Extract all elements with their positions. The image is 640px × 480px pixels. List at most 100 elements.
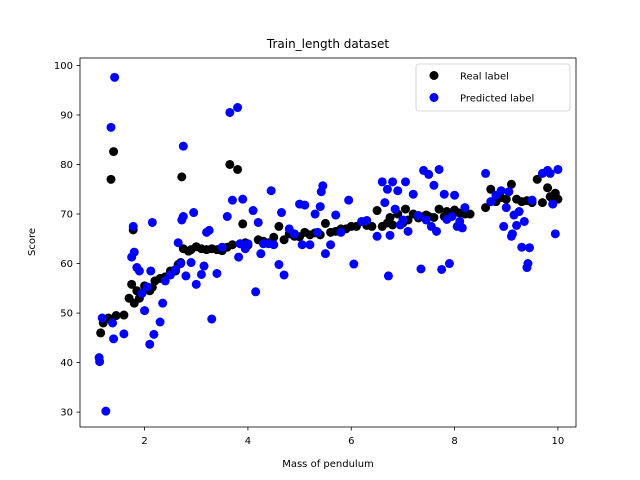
data-point [460, 203, 470, 213]
data-point [227, 195, 237, 205]
data-point [429, 180, 439, 190]
data-point [525, 243, 534, 253]
data-point [416, 264, 426, 274]
data-point [110, 72, 120, 82]
x-tick-label: 6 [348, 436, 354, 447]
x-tick-label: 4 [245, 436, 251, 447]
y-axis: 30 40 50 60 70 80 90 100 [54, 61, 80, 419]
data-point [388, 177, 398, 187]
data-point [189, 208, 199, 218]
data-point [501, 194, 511, 204]
data-point [119, 329, 129, 339]
data-point [109, 334, 119, 344]
data-point [225, 159, 235, 169]
data-point [336, 227, 346, 237]
data-point [367, 221, 377, 231]
data-point [146, 266, 156, 276]
data-point [320, 218, 330, 228]
data-point [253, 217, 263, 227]
data-point [429, 212, 439, 222]
data-point [140, 306, 150, 316]
series-predicted-label [94, 72, 563, 416]
data-point [300, 200, 310, 210]
data-point [447, 212, 457, 221]
data-point [434, 164, 444, 174]
data-point [326, 240, 336, 250]
data-point [532, 174, 542, 184]
plot-frame [79, 57, 577, 428]
data-point [457, 223, 467, 233]
data-point [318, 181, 328, 191]
data-point [481, 203, 491, 213]
data-point [444, 259, 454, 269]
data-point [101, 406, 111, 416]
data-point [176, 259, 186, 269]
data-point [177, 172, 187, 182]
y-tick-label: 90 [60, 110, 73, 121]
data-point [269, 232, 279, 242]
data-point [233, 103, 243, 113]
data-point [233, 164, 243, 174]
data-point [537, 198, 547, 208]
x-axis: 2 4 6 8 10 [141, 427, 564, 447]
data-point [506, 179, 516, 189]
data-point [248, 206, 258, 216]
data-point [269, 240, 279, 250]
data-point [178, 212, 188, 221]
data-point [186, 258, 196, 268]
data-point [385, 230, 395, 240]
data-point [548, 199, 558, 209]
data-point [137, 288, 147, 298]
data-point [310, 209, 320, 219]
data-point [424, 169, 434, 179]
data-point [279, 235, 289, 245]
data-point [331, 210, 341, 220]
data-point [266, 186, 276, 196]
data-point [171, 264, 181, 274]
data-point [97, 313, 107, 323]
data-point [158, 298, 168, 308]
data-point [465, 209, 475, 219]
data-point [388, 220, 398, 230]
legend: Real label Predicted label [415, 63, 571, 112]
data-point [507, 229, 517, 239]
data-point [243, 239, 253, 249]
data-point [320, 249, 330, 259]
legend-marker-predicted [429, 93, 439, 102]
data-point [111, 311, 121, 321]
data-point [251, 287, 261, 297]
data-point [550, 229, 560, 239]
data-point [274, 221, 284, 231]
data-point [545, 168, 555, 178]
data-point [96, 328, 106, 338]
data-point [372, 231, 382, 241]
data-point [393, 186, 403, 196]
data-point [196, 269, 206, 279]
data-point [127, 279, 137, 289]
data-point [517, 242, 527, 252]
points-layer [94, 72, 563, 416]
y-tick-label: 80 [60, 160, 73, 171]
data-point [238, 194, 248, 204]
data-point [119, 310, 129, 320]
data-point [256, 249, 266, 259]
data-point [305, 240, 315, 250]
data-point [421, 215, 431, 225]
data-point [377, 177, 387, 187]
y-tick-label: 100 [54, 61, 73, 72]
data-point [344, 195, 354, 205]
x-axis-title: Mass of pendulum [282, 459, 374, 470]
data-point [383, 271, 393, 281]
data-point [315, 202, 325, 212]
data-point [142, 282, 152, 292]
data-point [372, 206, 382, 216]
y-tick-label: 50 [60, 309, 73, 320]
data-point [160, 276, 170, 286]
data-point [514, 207, 524, 217]
data-point [199, 261, 209, 271]
legend-marker-real [429, 71, 439, 80]
data-point [496, 186, 506, 196]
data-point [486, 197, 496, 207]
data-point [128, 221, 138, 231]
data-point [155, 317, 165, 327]
